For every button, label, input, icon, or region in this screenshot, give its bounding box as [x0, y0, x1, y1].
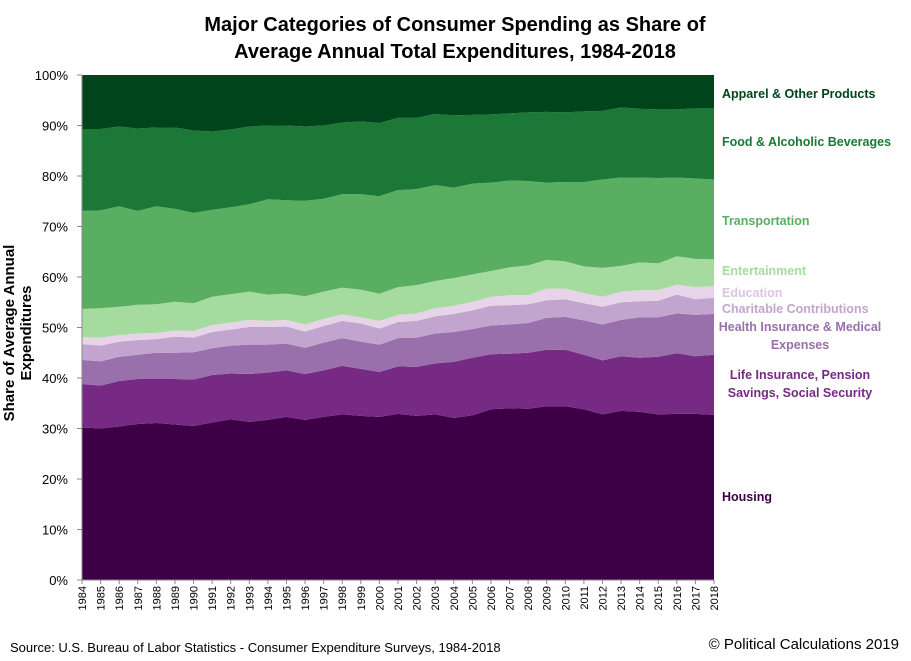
x-tick-label: 1993 [244, 586, 256, 610]
series-label-entertainment: Entertainment [722, 262, 806, 280]
series-label-line: Charitable Contributions [722, 302, 869, 316]
x-tick-label: 2010 [560, 586, 572, 610]
y-tick-label: 40% [42, 371, 68, 386]
x-tick-label: 1985 [96, 586, 108, 610]
y-tick-label: 90% [42, 119, 68, 134]
y-tick-label: 60% [42, 270, 68, 285]
area-apparel-other-products [82, 75, 714, 132]
copyright-note: © Political Calculations 2019 [708, 636, 899, 653]
x-tick-label: 1986 [114, 586, 126, 610]
series-label-line: Food & Alcoholic Beverages [722, 135, 892, 149]
y-tick-label: 100% [35, 68, 69, 83]
series-label-charitable-contributions: Charitable Contributions [722, 300, 869, 318]
x-tick-label: 1996 [300, 586, 312, 610]
x-tick-label: 1992 [226, 586, 238, 610]
area-transportation [82, 177, 714, 309]
x-tick-label: 1998 [337, 586, 349, 610]
chart-title-line-2: Average Annual Total Expenditures, 1984-… [234, 41, 676, 63]
x-tick-label: 2014 [635, 586, 647, 610]
x-tick-label: 2000 [374, 586, 386, 610]
series-label-line: Apparel & Other Products [722, 87, 876, 101]
x-tick-label: 1999 [356, 586, 368, 610]
series-label-life-insurance-pension-savings-social-security: Life Insurance, Pension Savings, Social S… [715, 366, 885, 402]
y-tick-label: 10% [42, 523, 68, 538]
series-label-line: Housing [722, 490, 772, 504]
chart-title: Major Categories of Consumer Spending as… [150, 12, 760, 66]
area-entertainment [82, 256, 714, 338]
x-tick-label: 2016 [672, 586, 684, 610]
series-label-line: Health Insurance & Medical [718, 320, 882, 334]
series-label-apparel-other-products: Apparel & Other Products [722, 85, 876, 103]
area-food-alcoholic-beverages [82, 107, 714, 213]
y-tick-label: 50% [42, 321, 68, 336]
area-life-insurance-pension-savings-social-security [82, 349, 714, 429]
series-label-education: Education [722, 284, 782, 302]
x-tick-label: 2009 [542, 586, 554, 610]
x-tick-label: 2015 [653, 586, 665, 610]
series-label-line: Savings, Social Security [727, 386, 873, 400]
x-tick-label: 1988 [151, 586, 163, 610]
x-tick-label: 2008 [523, 586, 535, 610]
x-tick-label: 1990 [189, 586, 201, 610]
series-label-line: Entertainment [722, 264, 807, 278]
x-tick-label: 2018 [709, 586, 721, 610]
chart-title-line-1: Major Categories of Consumer Spending as… [204, 14, 706, 36]
series-label-housing: Housing [722, 488, 772, 506]
series-label-line: Education [722, 286, 783, 300]
area-health-insurance-medical-expenses [82, 313, 714, 386]
x-tick-label: 1994 [263, 586, 275, 610]
x-tick-label: 1991 [207, 586, 219, 610]
x-tick-label: 1987 [133, 586, 145, 610]
x-tick-label: 1984 [77, 586, 89, 610]
x-tick-label: 2011 [579, 586, 591, 610]
x-tick-label: 2012 [597, 586, 609, 610]
x-tick-label: 1995 [281, 586, 293, 610]
x-tick-label: 1989 [170, 586, 182, 610]
area-education [82, 284, 714, 346]
x-tick-label: 1997 [319, 586, 331, 610]
y-tick-label: 20% [42, 472, 68, 487]
x-tick-label: 2006 [486, 586, 498, 610]
x-tick-label: 2005 [467, 586, 479, 610]
y-tick-label: 80% [42, 169, 68, 184]
area-charitable-contributions [82, 294, 714, 362]
x-tick-label: 2003 [430, 586, 442, 610]
y-tick-label: 0% [49, 573, 68, 588]
series-label-food-alcoholic-beverages: Food & Alcoholic Beverages [722, 133, 891, 151]
x-tick-label: 2002 [412, 586, 424, 610]
x-tick-label: 2007 [505, 586, 517, 610]
series-label-line: Expenses [770, 338, 830, 352]
series-label-line: Transportation [722, 214, 810, 228]
area-housing [82, 406, 714, 580]
x-tick-label: 2017 [690, 586, 702, 610]
series-label-line: Life Insurance, Pension [729, 368, 871, 382]
x-tick-label: 2013 [616, 586, 628, 610]
y-tick-label: 30% [42, 422, 68, 437]
source-note: Source: U.S. Bureau of Labor Statistics … [10, 640, 501, 655]
x-tick-label: 2004 [449, 586, 461, 610]
series-label-transportation: Transportation [722, 212, 810, 230]
series-label-health-insurance-medical-expenses: Health Insurance & Medical Expenses [715, 318, 885, 354]
x-tick-label: 2001 [393, 586, 405, 610]
y-tick-label: 70% [42, 220, 68, 235]
